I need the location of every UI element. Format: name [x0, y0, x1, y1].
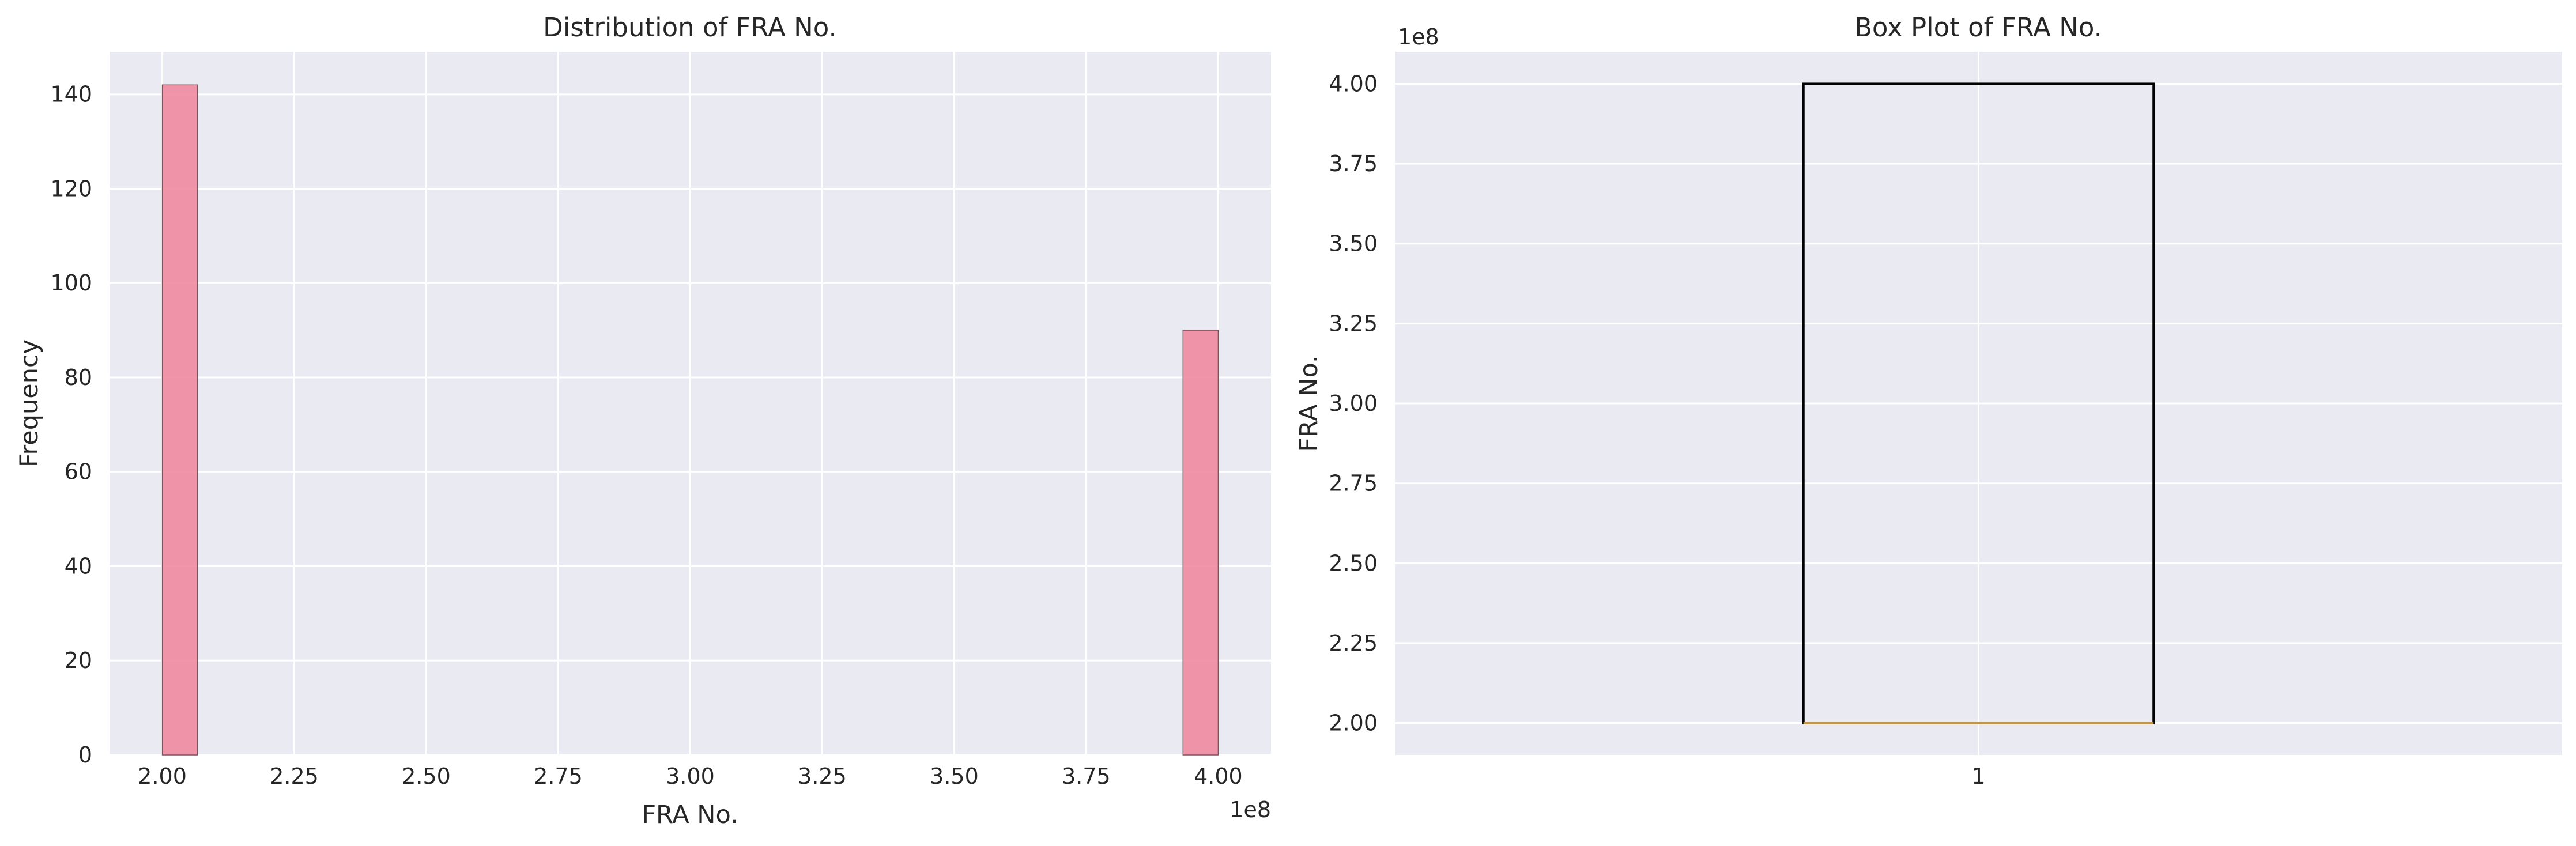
histogram-bar [161, 84, 198, 756]
boxplot-y-tick-label: 2.75 [1329, 471, 1378, 496]
histogram-x-ticks: 2.00 2.25 2.50 2.75 3.00 3.25 3.50 3.75 4.00 [138, 764, 1242, 789]
boxplot-marks [1802, 82, 2155, 724]
histogram-panel: 2.00 2.25 2.50 2.75 3.00 3.25 3.50 3.75 4.00 0 20… [15, 12, 1271, 829]
boxplot-x-ticks: 1 [1971, 764, 1985, 789]
boxplot-y-tick-label: 2.00 [1329, 711, 1378, 736]
boxplot-x-tick-label: 1 [1971, 764, 1985, 789]
histogram-x-tick-label: 2.25 [270, 764, 319, 789]
boxplot-y-tick-label: 2.50 [1329, 550, 1378, 576]
histogram-bar [1182, 330, 1219, 756]
boxplot-y-tick-label: 3.50 [1329, 231, 1378, 256]
histogram-title: Distribution of FRA No. [543, 12, 837, 43]
boxplot-y-tick-label: 3.25 [1329, 311, 1378, 336]
histogram-x-tick-label: 4.00 [1194, 764, 1243, 789]
histogram-y-tick-label: 80 [65, 365, 92, 390]
histogram-y-tick-label: 140 [50, 82, 92, 107]
histogram-x-tick-label: 2.50 [402, 764, 451, 789]
boxplot-y-offset-label: 1e8 [1398, 24, 1439, 50]
histogram-x-tick-label: 3.25 [798, 764, 847, 789]
histogram-x-tick-label: 3.00 [666, 764, 715, 789]
boxplot-y-tick-label: 2.25 [1329, 630, 1378, 656]
histogram-x-tick-label: 2.00 [138, 764, 187, 789]
boxplot-y-tick-label: 4.00 [1329, 71, 1378, 96]
histogram-y-tick-label: 0 [78, 742, 92, 768]
histogram-bars [161, 84, 1219, 756]
histogram-y-ticks: 0 20 40 60 80 100 120 140 [50, 82, 92, 768]
boxplot-y-tick-label: 3.75 [1329, 151, 1378, 176]
boxplot-y-axis-label: FRA No. [1295, 355, 1323, 451]
histogram-y-tick-label: 100 [50, 270, 92, 296]
boxplot-y-ticks: 2.00 2.25 2.50 2.75 3.00 3.25 3.50 3.75 4.00 [1329, 71, 1378, 735]
boxplot-panel: 1 2.00 2.25 2.50 2.75 3.00 3.25 3.50 3.75 4.00 B… [1295, 12, 2562, 789]
histogram-y-tick-label: 20 [65, 648, 92, 673]
histogram-grid [110, 52, 1271, 756]
histogram-y-tick-label: 120 [50, 176, 92, 201]
histogram-y-axis-label: Frequency [15, 339, 44, 467]
boxplot-y-tick-label: 3.00 [1329, 391, 1378, 416]
histogram-x-tick-label: 3.50 [930, 764, 979, 789]
boxplot-title: Box Plot of FRA No. [1854, 12, 2102, 43]
histogram-x-offset-label: 1e8 [1229, 797, 1271, 822]
histogram-y-tick-label: 60 [65, 459, 92, 485]
histogram-x-tick-label: 3.75 [1062, 764, 1111, 789]
histogram-x-axis-label: FRA No. [642, 800, 738, 829]
histogram-x-tick-label: 2.75 [534, 764, 583, 789]
histogram-y-tick-label: 40 [65, 553, 92, 579]
